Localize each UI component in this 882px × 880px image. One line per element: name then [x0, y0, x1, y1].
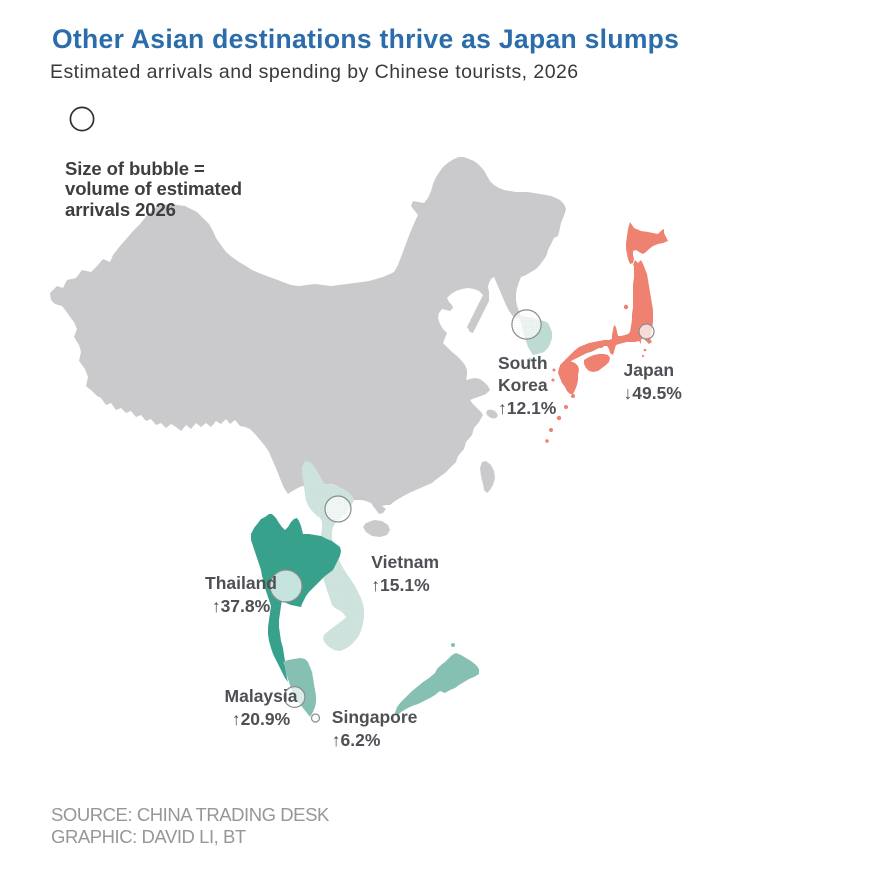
bubble-singapore — [310, 713, 321, 723]
bubble-vietnam — [324, 495, 352, 523]
island-chongming — [486, 409, 498, 419]
page-subtitle: Estimated arrivals and spending by Chine… — [50, 61, 579, 84]
source-credit: SOURCE: CHINA TRADING DESK GRAPHIC: DAVI… — [51, 804, 329, 848]
island-jeju — [526, 358, 534, 362]
label-singapore: Singapore ↑6.2% — [331, 707, 418, 750]
page-title: Other Asian destinations thrive as Japan… — [52, 24, 680, 55]
country-japan-honshu — [560, 260, 653, 369]
bubble-thailand — [269, 569, 303, 603]
legend-bubble-icon — [69, 106, 95, 132]
bubble-japan — [638, 323, 655, 340]
island-north-sabah — [451, 643, 455, 647]
label-japan: Japan ↓49.5% — [623, 360, 682, 403]
country-china — [50, 157, 566, 514]
island-hainan — [363, 520, 390, 537]
country-japan-hokkaido — [626, 222, 668, 264]
label-malaysia: Malaysia ↑20.9% — [224, 686, 298, 729]
bubble-south-korea — [511, 309, 542, 340]
legend-text: Size of bubble = volume of estimated arr… — [65, 158, 242, 220]
label-thailand: Thailand ↑37.8% — [205, 573, 277, 616]
bubble-malaysia — [283, 685, 306, 708]
label-south-korea: South Korea ↑12.1% — [498, 352, 557, 418]
country-malaysia-borneo-texture — [395, 653, 479, 715]
islands-japan-small — [545, 304, 647, 443]
bubbles-layer — [269, 309, 655, 723]
country-japan-shikoku — [584, 354, 610, 372]
country-japan-kyushu — [558, 361, 579, 394]
island-taiwan — [480, 461, 495, 493]
label-vietnam: Vietnam ↑15.1% — [371, 552, 440, 595]
